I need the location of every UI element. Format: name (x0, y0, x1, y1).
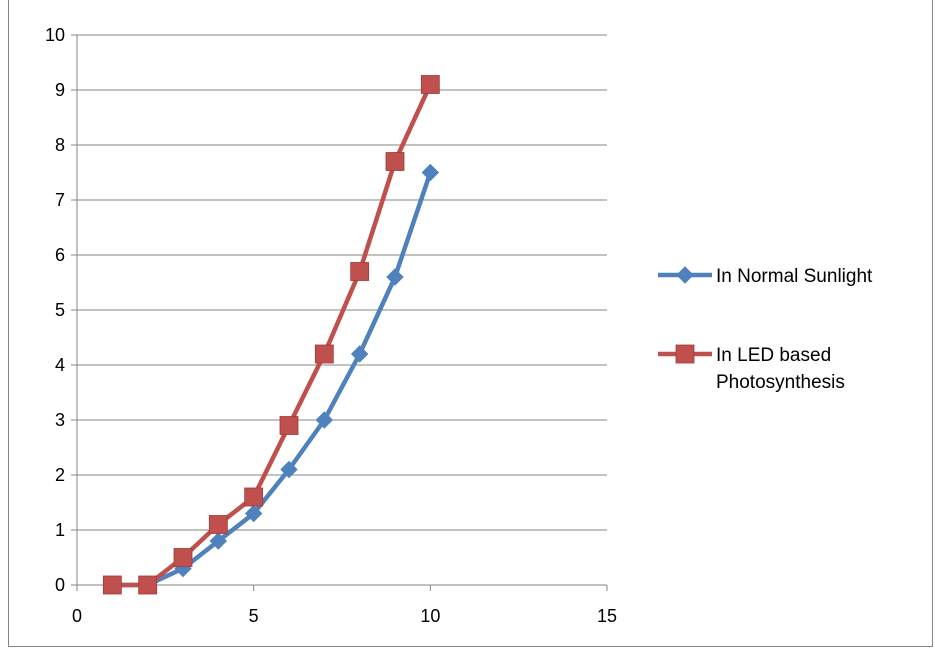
diamond-marker (350, 345, 369, 363)
y-tick-label: 10 (45, 25, 65, 45)
legend-entry-led-photosynthesis: In LED based Photosynthesis (658, 344, 845, 393)
y-tick-label: 1 (55, 520, 65, 540)
legend-label: In LED based Photosynthesis (716, 345, 845, 393)
legend: In Normal Sunlight In LED based Photosynth… (658, 266, 873, 393)
series-line (110, 82, 433, 588)
legend-label-line: Photosynthesis (716, 372, 845, 393)
x-tick-label: 10 (420, 606, 440, 626)
square-marker (102, 575, 122, 595)
y-tick-label: 3 (55, 410, 65, 430)
y-tick-label: 0 (55, 575, 65, 595)
y-tick-label: 5 (55, 300, 65, 320)
data-point (314, 344, 334, 364)
data-point (385, 152, 405, 171)
data-point (209, 532, 228, 550)
data-point (102, 575, 122, 595)
data-point (280, 460, 298, 479)
series-line (110, 170, 433, 588)
data-point (173, 548, 193, 567)
x-tick-label: 5 (249, 606, 259, 626)
square-marker (420, 75, 440, 94)
square-marker (244, 487, 264, 507)
square-marker (385, 152, 405, 171)
data-point (244, 504, 263, 523)
x-tick-label: 0 (72, 606, 82, 626)
data-point (244, 487, 264, 507)
diamond-marker (209, 532, 228, 550)
data-point (386, 268, 404, 286)
diamond-marker (315, 411, 334, 429)
x-tick-label: 15 (597, 606, 617, 626)
y-tick-label: 6 (55, 245, 65, 265)
data-point (350, 345, 369, 363)
y-tick-label: 7 (55, 190, 65, 210)
legend-entry-normal-sunlight: In Normal Sunlight (658, 266, 873, 287)
series-normal-sunlight (103, 163, 440, 594)
square-marker (350, 262, 370, 281)
y-tick-label: 8 (55, 135, 65, 155)
diamond-marker (386, 268, 404, 286)
legend-label-line: In Normal Sunlight (716, 266, 873, 287)
y-tick-label: 2 (55, 465, 65, 485)
square-marker (208, 515, 228, 534)
square-marker (314, 344, 334, 364)
square-marker (138, 575, 158, 595)
square-marker (675, 344, 695, 364)
legend-label-line: In LED based (716, 345, 831, 366)
data-point (421, 163, 440, 182)
chart-area (8, 0, 933, 647)
y-axis-tick-labels: 0 1 2 3 4 5 6 7 8 9 10 (45, 25, 65, 595)
series-led-photosynthesis (102, 75, 440, 595)
square-marker (173, 548, 193, 567)
series-layer (102, 75, 440, 595)
data-point (208, 515, 228, 534)
x-axis-tick-labels: 0 5 10 15 (72, 606, 617, 626)
diamond-marker (280, 460, 298, 479)
data-point (420, 75, 440, 94)
data-point (315, 411, 334, 429)
y-tick-label: 9 (55, 80, 65, 100)
diamond-marker (676, 266, 694, 284)
diamond-marker (244, 504, 263, 523)
gridlines (77, 34, 607, 531)
diamond-marker (421, 163, 440, 182)
legend-label: In Normal Sunlight (716, 266, 873, 287)
square-marker (279, 416, 299, 435)
y-tick-label: 4 (55, 355, 65, 375)
legend-marker (676, 266, 694, 284)
axes (71, 34, 608, 591)
legend-marker (675, 344, 695, 364)
data-point (138, 575, 158, 595)
data-point (279, 416, 299, 435)
data-point (350, 262, 370, 281)
